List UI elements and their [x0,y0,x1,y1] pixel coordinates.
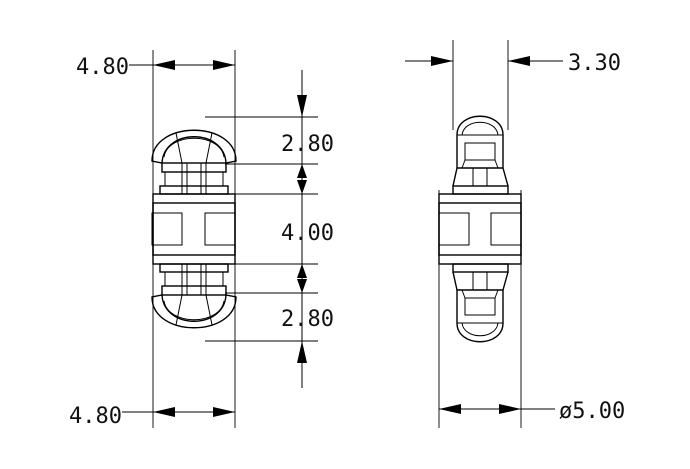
body-height-label: 4.00 [281,221,334,246]
front-view [122,50,318,428]
front-top-width-label: 4.80 [76,55,129,80]
side-view [405,40,563,428]
lower-clip-height-label: 2.80 [281,307,334,332]
side-thickness-label: 3.30 [568,51,621,76]
front-bottom-width-label: 4.80 [69,404,122,429]
side-diameter-label: ø5.00 [559,399,625,424]
upper-clip-height-label: 2.80 [281,132,334,157]
